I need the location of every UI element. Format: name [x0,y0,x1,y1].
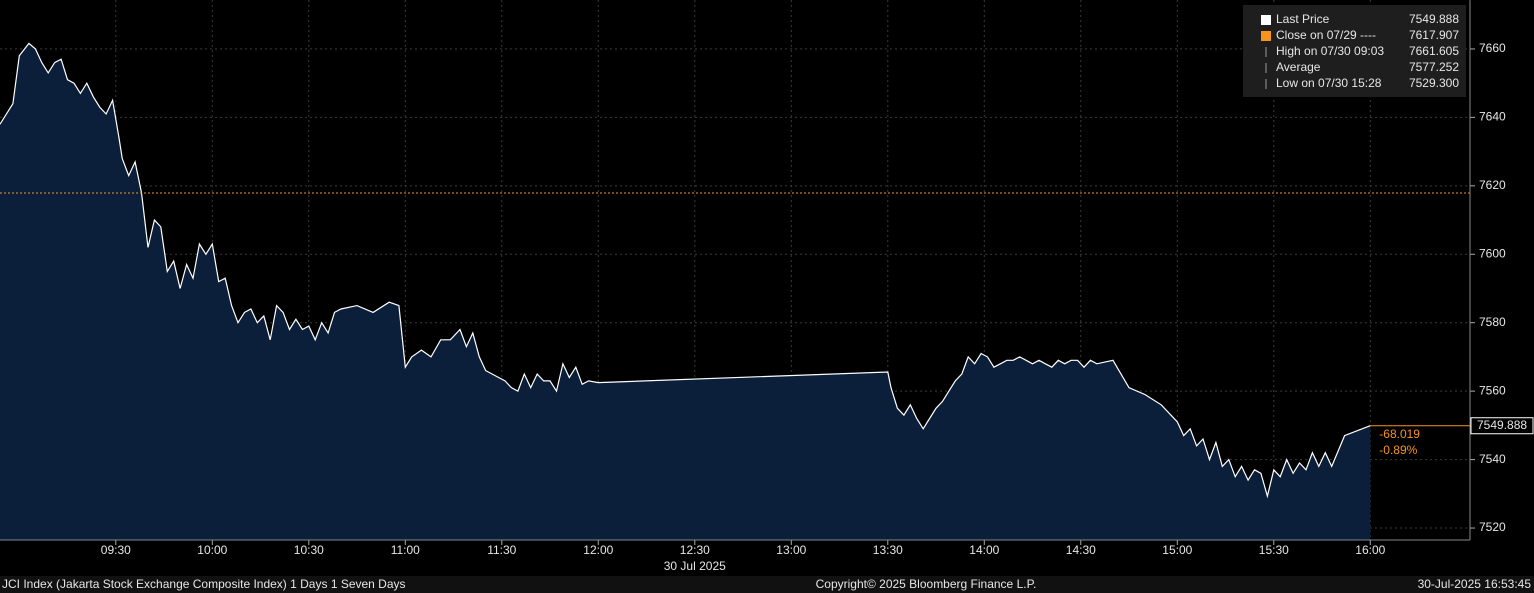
x-tick-label: 10:00 [197,543,227,557]
copyright: Copyright© 2025 Bloomberg Finance L.P. [816,577,1037,591]
y-tick-label: 7660 [1479,41,1506,55]
footer-left: JCI Index (Jakarta Stock Exchange Compos… [2,577,406,591]
legend-label: Low on 07/30 15:28 [1276,76,1382,90]
area [0,43,1371,541]
x-tick-label: 15:30 [1259,543,1289,557]
legend-value: 7577.252 [1409,60,1459,74]
legend-label: Average [1276,60,1321,74]
legend-value: 7661.605 [1409,44,1459,58]
legend-swatch [1261,15,1271,25]
legend-value: 7617.907 [1409,28,1459,42]
x-tick-label: 16:00 [1355,543,1385,557]
y-tick-label: 7520 [1479,520,1506,534]
footer-bar [0,576,1534,593]
x-tick-label: 14:00 [969,543,999,557]
y-tick-label: 7620 [1479,178,1506,192]
line [0,42,1371,499]
x-tick-label: 10:30 [294,543,324,557]
x-tick-label: 12:30 [680,543,710,557]
x-tick-label: 13:00 [776,543,806,557]
x-tick-label: 11:00 [391,543,420,557]
y-tick-label: 7580 [1479,315,1506,329]
legend-label: Close on 07/29 ---- [1276,28,1376,42]
legend-label: Last Price [1276,12,1330,26]
x-sublabel: 30 Jul 2025 [664,559,726,573]
change-pct-label: -0.89% [1379,443,1417,457]
y-tick-label: 7560 [1479,383,1506,397]
x-tick-label: 14:30 [1066,543,1096,557]
legend-value: 7549.888 [1409,12,1459,26]
legend: Last Price 7549.888 Close on 07/29 ---- 761… [1243,5,1466,97]
legend-box [1243,5,1466,97]
legend-value: 7529.300 [1409,76,1459,90]
change-label: -68.019 [1379,427,1420,441]
x-tick-label: 11:30 [487,543,516,557]
y-tick-label: 7540 [1479,452,1506,466]
x-tick-label: 13:30 [873,543,903,557]
legend-swatch [1261,31,1271,41]
last-price-box [1470,417,1534,435]
y-tick-label: 7600 [1479,246,1506,260]
x-tick-label: 09:30 [101,543,131,557]
x-tick-label: 12:00 [583,543,613,557]
last-price-label: 7549.888 [1477,418,1527,432]
x-tick-label: 15:00 [1162,543,1192,557]
y-tick-label: 7640 [1479,110,1506,124]
timestamp: 30-Jul-2025 16:53:45 [1418,577,1532,591]
legend-label: High on 07/30 09:03 [1276,44,1384,58]
